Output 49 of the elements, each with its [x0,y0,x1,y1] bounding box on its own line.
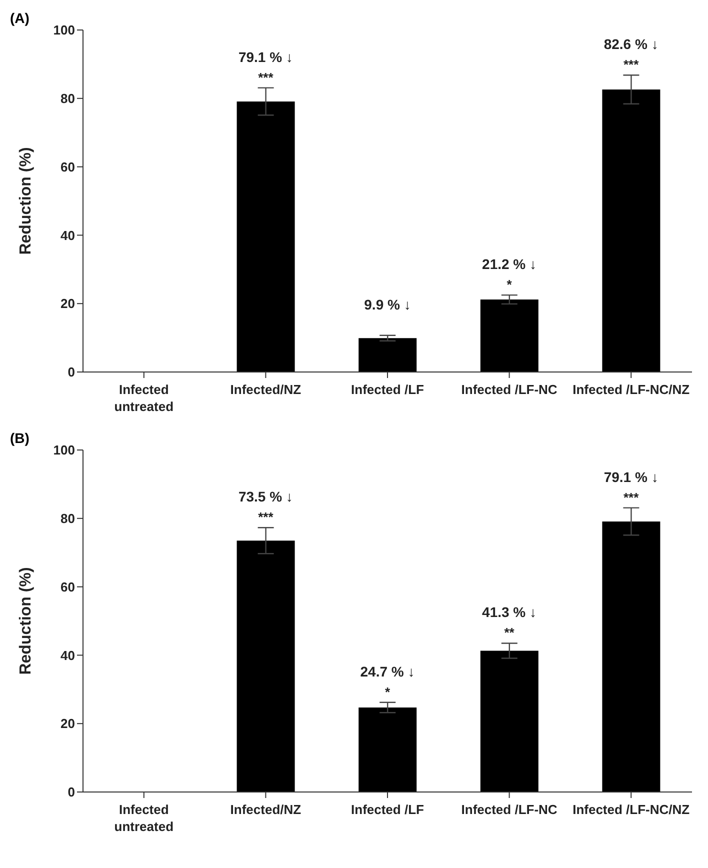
y-tick-label: 80 [60,91,75,106]
y-tick-label: 40 [60,228,75,243]
bar [358,708,417,792]
y-tick-label: 60 [60,159,75,174]
y-tick-label: 40 [60,648,75,663]
data-label: 24.7 % ↓ [360,663,415,680]
y-tick-label: 100 [53,442,75,458]
annotation: *** [258,70,274,85]
data-label: 9.9 % ↓ [364,296,411,312]
bar [480,299,538,372]
data-label: 79.1 % ↓ [238,48,293,65]
y-tick-label: 80 [60,511,75,526]
x-tick-label: Infected /LF-NC [461,802,558,817]
bar [236,101,295,372]
y-axis-title: Reduction (%) [18,147,35,255]
data-label: 41.3 % ↓ [482,604,537,620]
data-label: 79.1 % ↓ [604,468,658,485]
x-tick-label: Infected untreated [114,802,174,834]
annotation: *** [258,510,274,525]
bar [602,90,660,372]
bar [358,338,417,372]
bar [602,521,660,792]
x-tick-label: Infected /LF [351,382,424,397]
data-label: 82.6 % ↓ [604,36,658,52]
y-tick-label: 100 [53,22,75,38]
x-tick-label: Infected /LF-NC/NZ [572,382,690,397]
annotation: * [384,684,391,700]
x-tick-label: Infected/NZ [230,382,302,397]
x-tick-label: Infected /LF [351,802,424,817]
annotation: * [506,277,513,292]
annotation: *** [624,57,640,72]
chart-title: (B) [10,430,30,446]
y-tick-label: 60 [60,579,75,594]
data-label: 21.2 % ↓ [482,256,537,272]
bar [236,540,295,792]
y-tick-label: 0 [68,364,75,380]
chart-title: (A) [10,10,30,26]
bar [480,650,538,792]
annotation: *** [624,490,640,505]
x-tick-label: Infected /LF-NC/NZ [572,802,690,817]
x-tick-label: Infected untreated [114,382,174,414]
data-label: 73.5 % ↓ [238,488,293,505]
annotation: ** [504,625,516,640]
y-tick-label: 20 [60,296,75,312]
y-tick-label: 0 [68,784,75,800]
x-tick-label: Infected /LF-NC [461,382,558,397]
x-tick-label: Infected/NZ [230,802,302,817]
y-tick-label: 20 [60,716,75,732]
y-axis-title: Reduction (%) [18,567,35,675]
